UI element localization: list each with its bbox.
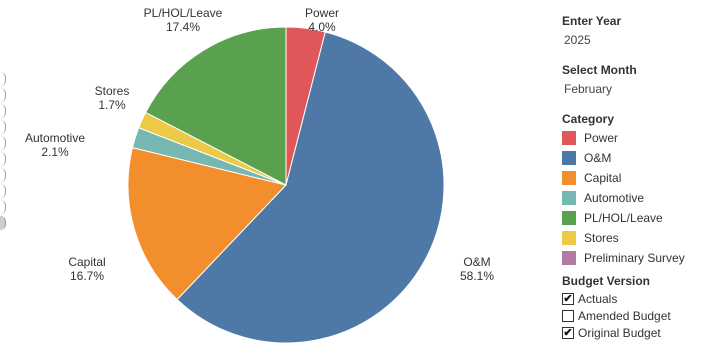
pie-label-power: Power 4.0% xyxy=(305,6,339,34)
budget-option[interactable]: ✔ Actuals xyxy=(562,290,707,307)
legend-swatch xyxy=(562,151,576,165)
pie-slice-capital[interactable] xyxy=(127,147,287,301)
month-filter-title: Select Month xyxy=(562,63,637,77)
pie-label-capital: Capital 16.7% xyxy=(68,255,105,283)
side-list-item[interactable] xyxy=(0,152,6,166)
category-legend: Category Power O&M Capital Automotive PL/HOL… xyxy=(562,112,707,268)
legend-swatch xyxy=(562,211,576,225)
legend-swatch xyxy=(562,251,576,265)
month-filter-value[interactable]: February xyxy=(564,82,613,96)
category-legend-title: Category xyxy=(562,112,615,126)
pie-label-om-pct: 58.1% xyxy=(459,269,495,283)
pie-label-power-pct: 4.0% xyxy=(308,20,336,34)
filter-panel: Enter Year 2025 Select Month February Ca… xyxy=(562,14,707,341)
pie-chart xyxy=(127,26,445,344)
legend-label: Power xyxy=(584,131,619,145)
legend-item[interactable]: Power xyxy=(562,128,707,148)
pie-slice-o-m[interactable] xyxy=(176,31,445,344)
collapsed-side-list xyxy=(0,72,6,232)
budget-option-label: Amended Budget xyxy=(578,308,671,323)
side-list-item[interactable] xyxy=(0,200,6,214)
pie-chart-area: Power 4.0% PL/HOL/Leave 17.4% Stores 1.7… xyxy=(25,6,494,344)
budget-option[interactable]: Amended Budget xyxy=(562,307,707,324)
budget-option[interactable]: ✔ Original Budget xyxy=(562,324,707,341)
pie-label-power-name: Power xyxy=(304,6,340,20)
legend-swatch xyxy=(562,171,576,185)
legend-item[interactable]: Stores xyxy=(562,228,707,248)
side-list-item[interactable] xyxy=(0,72,6,86)
pie-slice-pl-hol-leave[interactable] xyxy=(144,26,287,186)
budget-option-label: Original Budget xyxy=(578,325,661,340)
side-list-item[interactable] xyxy=(0,120,6,134)
pie-label-capital-name: Capital xyxy=(68,255,106,269)
year-filter: Enter Year 2025 xyxy=(562,14,707,47)
pie-label-stores: Stores 1.7% xyxy=(95,84,130,112)
budget-version-title: Budget Version xyxy=(562,274,651,288)
side-list-item[interactable] xyxy=(0,168,6,182)
pie-label-om-name: O&M xyxy=(463,255,491,269)
pie-label-automotive-name: Automotive xyxy=(24,131,86,145)
pie-label-pl-hol-leave-pct: 17.4% xyxy=(165,20,201,34)
side-list-item[interactable] xyxy=(0,104,6,118)
legend-item[interactable]: O&M xyxy=(562,148,707,168)
pie-label-capital-pct: 16.7% xyxy=(69,269,105,283)
checkbox-unchecked[interactable] xyxy=(562,309,574,322)
month-filter: Select Month February xyxy=(562,63,707,96)
pie-label-stores-pct: 1.7% xyxy=(98,98,126,112)
legend-item[interactable]: Capital xyxy=(562,168,707,188)
year-filter-title: Enter Year xyxy=(562,14,622,28)
side-list-item-selected[interactable] xyxy=(0,216,6,230)
legend-swatch xyxy=(562,231,576,245)
legend-label: O&M xyxy=(584,151,612,165)
pie-label-pl-hol-leave-name: PL/HOL/Leave xyxy=(143,6,223,20)
pie-label-automotive-pct: 2.1% xyxy=(41,145,69,159)
pie-label-pl-hol-leave: PL/HOL/Leave 17.4% xyxy=(144,6,223,34)
pie-label-stores-name: Stores xyxy=(94,84,130,98)
budget-option-label: Actuals xyxy=(578,291,618,306)
checkbox-checked[interactable]: ✔ xyxy=(562,326,574,339)
legend-label: Capital xyxy=(584,171,622,185)
legend-label: Automotive xyxy=(584,191,645,205)
budget-version-options: ✔ Actuals Amended Budget ✔ Original Budget xyxy=(562,290,707,341)
pie-label-automotive: Automotive 2.1% xyxy=(25,131,85,159)
pie-label-om: O&M 58.1% xyxy=(460,255,494,283)
legend-item[interactable]: Automotive xyxy=(562,188,707,208)
legend-swatch xyxy=(562,131,576,145)
legend-label: Preliminary Survey xyxy=(584,251,685,265)
side-list-item[interactable] xyxy=(0,184,6,198)
side-list-item[interactable] xyxy=(0,136,6,150)
category-legend-items: Power O&M Capital Automotive PL/HOL/Leave Sto… xyxy=(562,128,707,268)
legend-label: Stores xyxy=(584,231,619,245)
legend-item[interactable]: PL/HOL/Leave xyxy=(562,208,707,228)
checkbox-checked[interactable]: ✔ xyxy=(562,292,574,305)
year-filter-value[interactable]: 2025 xyxy=(564,33,591,47)
side-list-item[interactable] xyxy=(0,88,6,102)
legend-item[interactable]: Preliminary Survey xyxy=(562,248,707,268)
budget-version-filter: Budget Version ✔ Actuals Amended Budget ✔ Or… xyxy=(562,274,707,341)
legend-label: PL/HOL/Leave xyxy=(584,211,663,225)
legend-swatch xyxy=(562,191,576,205)
